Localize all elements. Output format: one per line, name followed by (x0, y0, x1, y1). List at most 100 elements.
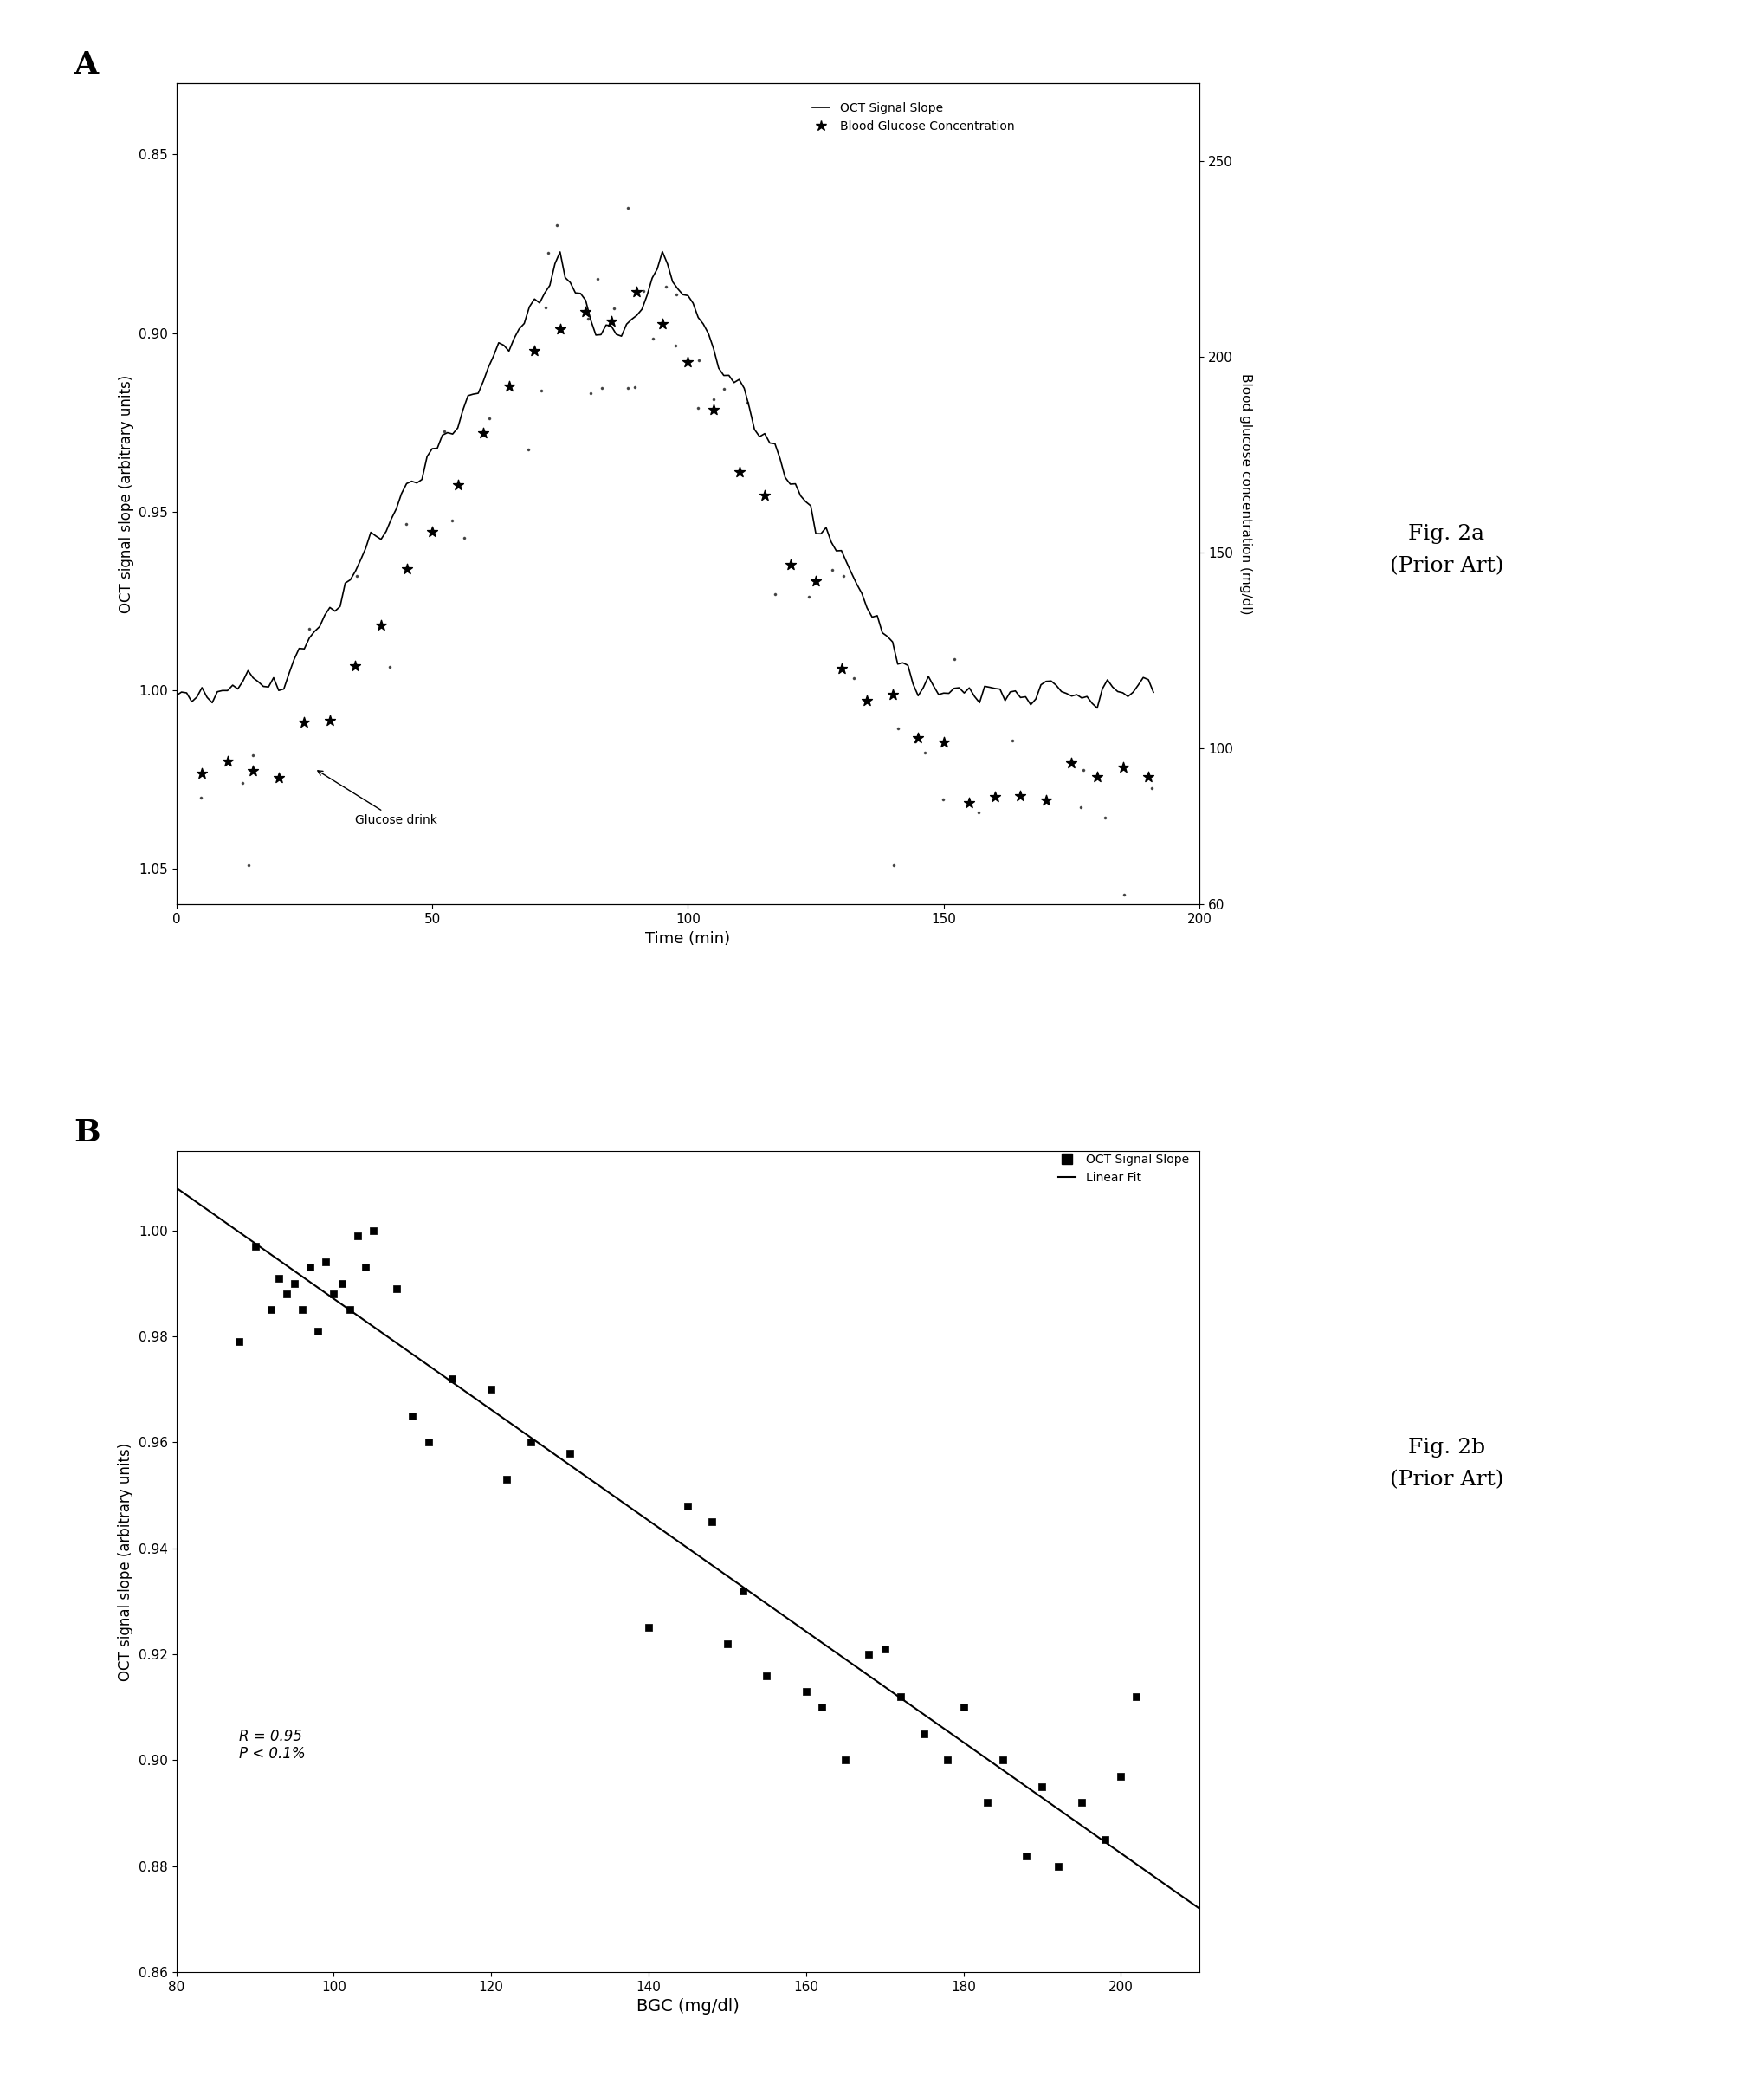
OCT Signal Slope (974, 1785, 1002, 1819)
OCT Signal Slope (383, 1273, 411, 1306)
Text: B: B (74, 1119, 101, 1148)
OCT Signal Slope (635, 1611, 663, 1644)
Blood Glucose Concentration (316, 704, 344, 737)
OCT Signal Slope (272, 1277, 300, 1310)
OCT Signal Slope (559, 270, 580, 295)
Blood Glucose Concentration (699, 392, 729, 426)
Point (531, 291, 559, 324)
Blood Glucose Concentration (240, 754, 268, 787)
OCT Signal Slope (871, 1632, 900, 1665)
Point (238, 739, 266, 772)
Point (367, 610, 395, 644)
Point (600, 291, 628, 324)
Point (228, 766, 256, 799)
Blood Glucose Concentration (265, 760, 293, 793)
Point (762, 577, 790, 610)
OCT Signal Slope (351, 1252, 379, 1285)
Point (630, 274, 658, 307)
Blood Glucose Concentration (751, 480, 780, 513)
Point (884, 712, 912, 745)
Point (575, 303, 603, 336)
Point (614, 191, 642, 224)
Point (662, 330, 690, 363)
Point (295, 612, 323, 646)
Blood Glucose Concentration (342, 650, 370, 683)
Blood Glucose Concentration (649, 307, 677, 340)
Text: Fig. 2a
(Prior Art): Fig. 2a (Prior Art) (1390, 523, 1503, 577)
OCT Signal Slope (1067, 1785, 1095, 1819)
Point (587, 372, 616, 405)
OCT Signal Slope (729, 367, 750, 392)
OCT Signal Slope (296, 1252, 325, 1285)
Blood Glucose Concentration (827, 652, 856, 685)
Point (965, 795, 993, 828)
Point (684, 390, 713, 424)
Line: OCT Signal Slope: OCT Signal Slope (176, 251, 1154, 708)
Point (584, 262, 612, 295)
X-axis label: Time (min): Time (min) (646, 930, 730, 947)
OCT Signal Slope (288, 1293, 316, 1327)
Blood Glucose Concentration (572, 295, 600, 328)
Blood Glucose Concentration (903, 722, 931, 756)
Point (700, 382, 729, 415)
OCT Signal Slope (226, 1324, 254, 1358)
OCT Signal Slope (729, 1574, 757, 1607)
OCT Signal Slope (792, 1675, 820, 1709)
Blood Glucose Concentration (801, 565, 831, 598)
OCT Signal Slope (570, 280, 591, 305)
OCT Signal Slope (1143, 679, 1164, 704)
Point (621, 372, 649, 405)
OCT Signal Slope (265, 1262, 293, 1295)
OCT Signal Slope (166, 683, 187, 708)
Y-axis label: Blood glucose concentration (mg/dl): Blood glucose concentration (mg/dl) (1238, 374, 1252, 614)
OCT Signal Slope (988, 1744, 1016, 1777)
OCT Signal Slope (808, 1690, 836, 1723)
Point (930, 783, 958, 816)
Point (1067, 791, 1095, 824)
Blood Glucose Concentration (289, 706, 319, 739)
OCT Signal Slope (258, 1293, 286, 1327)
OCT Signal Slope (697, 1505, 725, 1538)
Point (1138, 770, 1166, 803)
OCT Signal Slope (831, 1744, 859, 1777)
Point (376, 650, 404, 683)
OCT Signal Slope (492, 1464, 520, 1497)
Point (662, 278, 690, 311)
Blood Glucose Concentration (1134, 760, 1162, 793)
Blood Glucose Concentration (854, 683, 882, 716)
OCT Signal Slope (399, 1399, 427, 1432)
OCT Signal Slope (1028, 1771, 1057, 1804)
Blood Glucose Concentration (623, 276, 651, 309)
Blood Glucose Concentration (596, 305, 626, 338)
OCT Signal Slope (1013, 1839, 1041, 1873)
OCT Signal Slope (785, 471, 806, 496)
Point (476, 403, 505, 436)
Y-axis label: OCT signal slope (arbitrary units): OCT signal slope (arbitrary units) (118, 1443, 134, 1682)
Point (901, 725, 930, 758)
Blood Glucose Concentration (1083, 760, 1111, 793)
Blood Glucose Concentration (392, 552, 422, 585)
OCT Signal Slope (1106, 1760, 1134, 1794)
OCT Signal Slope (949, 1690, 977, 1723)
Y-axis label: OCT signal slope (arbitrary units): OCT signal slope (arbitrary units) (118, 374, 134, 612)
Point (709, 372, 737, 405)
Legend: OCT Signal Slope, Linear Fit: OCT Signal Slope, Linear Fit (1053, 1148, 1194, 1190)
Text: Fig. 2b
(Prior Art): Fig. 2b (Prior Art) (1390, 1437, 1503, 1491)
OCT Signal Slope (556, 1437, 584, 1470)
Blood Glucose Concentration (956, 787, 984, 820)
OCT Signal Slope (476, 1372, 505, 1405)
Text: Glucose drink: Glucose drink (318, 770, 437, 826)
OCT Signal Slope (242, 1229, 270, 1262)
OCT Signal Slope (1122, 1679, 1150, 1713)
OCT Signal Slope (1044, 1850, 1073, 1883)
Text: R = 0.95
P < 0.1%: R = 0.95 P < 0.1% (240, 1729, 305, 1763)
Blood Glucose Concentration (494, 370, 524, 403)
OCT Signal Slope (335, 1293, 363, 1327)
Blood Glucose Concentration (1058, 747, 1087, 781)
Blood Glucose Concentration (445, 469, 473, 502)
Point (910, 737, 938, 770)
Point (187, 781, 215, 814)
Point (639, 322, 667, 355)
Point (1069, 909, 1097, 943)
OCT Signal Slope (437, 1362, 466, 1395)
